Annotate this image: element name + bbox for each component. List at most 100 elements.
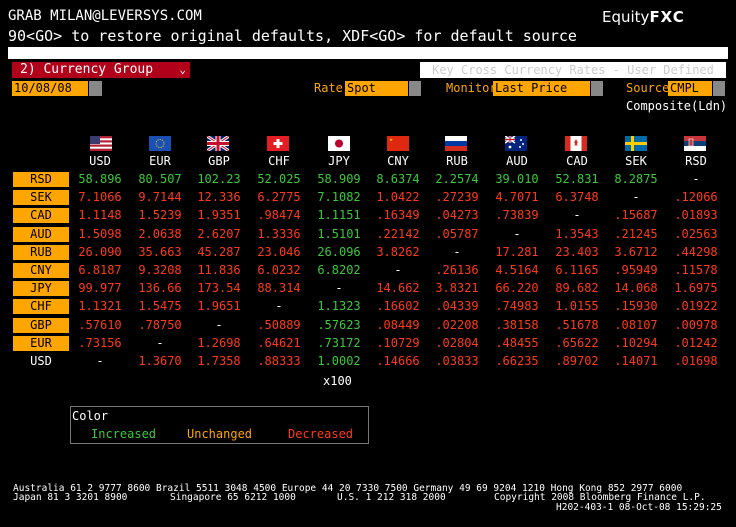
rate-cell[interactable]: .88333 <box>257 354 301 368</box>
rate-cell[interactable]: 6.8187 <box>78 263 122 277</box>
rate-field-scroll[interactable] <box>409 81 421 96</box>
rate-cell[interactable]: .74983 <box>495 299 539 314</box>
rate-cell[interactable]: 9.7144 <box>138 190 182 205</box>
rate-cell[interactable]: .57610 <box>78 317 122 332</box>
rate-cell[interactable]: .64621 <box>257 335 301 350</box>
rate-cell[interactable]: .48455 <box>495 335 539 350</box>
rate-cell[interactable]: 1.9351 <box>197 208 241 223</box>
rate-cell[interactable]: .08449 <box>376 317 420 332</box>
rate-cell[interactable]: .01922 <box>674 299 718 314</box>
rate-cell[interactable]: 1.5239 <box>138 208 182 223</box>
rate-cell[interactable]: .14666 <box>376 354 420 368</box>
rate-cell[interactable]: .50889 <box>257 317 301 332</box>
rate-cell[interactable]: .01698 <box>674 354 718 368</box>
rate-cell[interactable]: .11578 <box>674 263 718 277</box>
rate-cell[interactable]: 2.0638 <box>138 226 182 241</box>
rate-cell[interactable]: 88.314 <box>257 281 301 296</box>
rate-cell[interactable]: .10729 <box>376 335 420 350</box>
rate-cell[interactable]: 7.1066 <box>78 190 122 205</box>
row-gbp-button[interactable]: GBP <box>13 317 69 333</box>
rate-cell[interactable]: 1.5098 <box>78 226 122 241</box>
rate-cell[interactable]: 1.2698 <box>197 335 241 350</box>
rate-cell[interactable]: 1.1148 <box>78 208 122 223</box>
rate-cell[interactable]: .01242 <box>674 335 718 350</box>
rate-cell[interactable]: - <box>573 208 581 223</box>
rate-cell[interactable]: - <box>692 172 700 186</box>
rate-cell[interactable]: 1.5475 <box>138 299 182 314</box>
rate-cell[interactable]: 58.896 <box>78 172 122 186</box>
rate-cell[interactable]: 2.6207 <box>197 226 241 241</box>
rate-cell[interactable]: 52.831 <box>555 172 599 186</box>
rate-cell[interactable]: .16349 <box>376 208 420 223</box>
rate-cell[interactable]: .78750 <box>138 317 182 332</box>
rate-cell[interactable]: 1.3670 <box>138 354 182 368</box>
rate-cell[interactable]: .73839 <box>495 208 539 223</box>
rate-cell[interactable]: 1.0422 <box>376 190 420 205</box>
rate-cell[interactable]: - <box>156 335 164 350</box>
command-line-bar[interactable] <box>8 47 728 59</box>
rate-cell[interactable]: .22142 <box>376 226 420 241</box>
rate-cell[interactable]: .27239 <box>435 190 479 205</box>
row-cny-button[interactable]: CNY <box>13 263 69 278</box>
row-sek-button[interactable]: SEK <box>13 190 69 206</box>
rate-field[interactable]: Spot <box>345 81 408 96</box>
rate-cell[interactable]: 1.0155 <box>555 299 599 314</box>
rate-cell[interactable]: .73172 <box>317 335 361 350</box>
rate-cell[interactable]: 1.5101 <box>317 226 361 241</box>
rate-cell[interactable]: .15930 <box>614 299 658 314</box>
rate-cell[interactable]: .12066 <box>674 190 718 205</box>
rate-cell[interactable]: 3.6712 <box>614 244 658 259</box>
rate-cell[interactable]: .08107 <box>614 317 658 332</box>
rate-cell[interactable]: 3.8262 <box>376 244 420 259</box>
rate-cell[interactable]: 14.662 <box>376 281 420 296</box>
monitor-field-scroll[interactable] <box>591 81 603 96</box>
row-aud-button[interactable]: AUD <box>13 226 69 242</box>
rate-cell[interactable]: .66235 <box>495 354 539 368</box>
rate-cell[interactable]: 4.5164 <box>495 263 539 277</box>
rate-cell[interactable]: - <box>513 226 521 241</box>
rate-cell[interactable]: .65622 <box>555 335 599 350</box>
rate-cell[interactable]: 8.2875 <box>614 172 658 186</box>
rate-cell[interactable]: 8.6374 <box>376 172 420 186</box>
rate-cell[interactable]: 39.010 <box>495 172 539 186</box>
rate-cell[interactable]: 1.1321 <box>78 299 122 314</box>
rate-cell[interactable]: .14071 <box>614 354 658 368</box>
rate-cell[interactable]: 11.836 <box>197 263 241 277</box>
currency-group-menu[interactable]: 2) Currency Group ⌄ <box>12 62 190 78</box>
rate-cell[interactable]: 6.3748 <box>555 190 599 205</box>
rate-cell[interactable]: .51678 <box>555 317 599 332</box>
rate-cell[interactable]: - <box>453 244 461 259</box>
rate-cell[interactable]: - <box>335 281 343 296</box>
rate-cell[interactable]: 1.1323 <box>317 299 361 314</box>
rate-cell[interactable]: .38158 <box>495 317 539 332</box>
rate-cell[interactable]: 26.096 <box>317 244 361 259</box>
rate-cell[interactable]: 1.7358 <box>197 354 241 368</box>
rate-cell[interactable]: 1.3336 <box>257 226 301 241</box>
rate-cell[interactable]: .04339 <box>435 299 479 314</box>
rate-cell[interactable]: 45.287 <box>197 244 241 259</box>
rate-cell[interactable]: 3.8321 <box>435 281 479 296</box>
rate-cell[interactable]: 9.3208 <box>138 263 182 277</box>
rate-cell[interactable]: .15687 <box>614 208 658 223</box>
rate-cell[interactable]: .00978 <box>674 317 718 332</box>
rate-cell[interactable]: 4.7071 <box>495 190 539 205</box>
row-chf-button[interactable]: CHF <box>13 299 69 315</box>
rate-cell[interactable]: 1.1151 <box>317 208 361 223</box>
rate-cell[interactable]: - <box>394 263 402 277</box>
rate-cell[interactable]: 173.54 <box>197 281 241 296</box>
rate-cell[interactable]: .21245 <box>614 226 658 241</box>
date-field[interactable]: 10/08/08 <box>12 81 88 96</box>
rate-cell[interactable]: 35.663 <box>138 244 182 259</box>
rate-cell[interactable]: 6.0232 <box>257 263 301 277</box>
rate-cell[interactable]: 80.507 <box>138 172 182 186</box>
rate-cell[interactable]: 99.977 <box>78 281 122 296</box>
rate-cell[interactable]: 7.1082 <box>317 190 361 205</box>
rate-cell[interactable]: .10294 <box>614 335 658 350</box>
rate-cell[interactable]: 26.090 <box>78 244 122 259</box>
rate-cell[interactable]: 58.909 <box>317 172 361 186</box>
rate-cell[interactable]: 6.2775 <box>257 190 301 205</box>
row-eur-button[interactable]: EUR <box>13 335 69 351</box>
row-rsd-button[interactable]: RSD <box>13 172 69 187</box>
rate-cell[interactable]: .01893 <box>674 208 718 223</box>
rate-cell[interactable]: 1.0002 <box>317 354 361 368</box>
